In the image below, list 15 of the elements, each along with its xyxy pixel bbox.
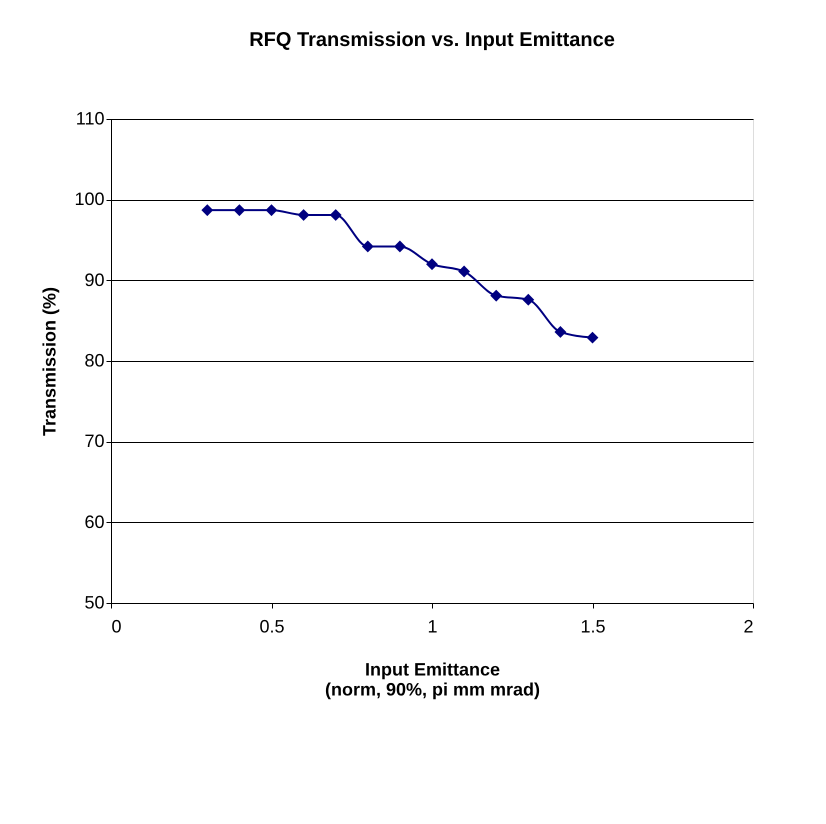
x-tick-label: 2 <box>743 616 754 636</box>
x-axis-title: Input Emittance (norm, 90%, pi mm mrad) <box>324 660 540 700</box>
y-axis-title: Transmission (%) <box>39 286 60 436</box>
y-tick-label: 110 <box>76 108 104 128</box>
y-tick-label: 70 <box>84 431 104 452</box>
y-tick-label: 50 <box>84 592 104 612</box>
x-tick-label: 1.5 <box>580 616 606 636</box>
x-tick-label: 0.5 <box>259 616 285 636</box>
y-tick-label: 60 <box>84 512 104 532</box>
y-tick-label: 90 <box>84 270 104 290</box>
x-tick-label: 0 <box>112 616 122 636</box>
y-tick-label: 100 <box>74 189 104 210</box>
chart-title: RFQ Transmission vs. Input Emittance <box>249 29 615 51</box>
y-tick-label: 80 <box>84 350 104 370</box>
x-tick-label: 1 <box>427 616 438 636</box>
